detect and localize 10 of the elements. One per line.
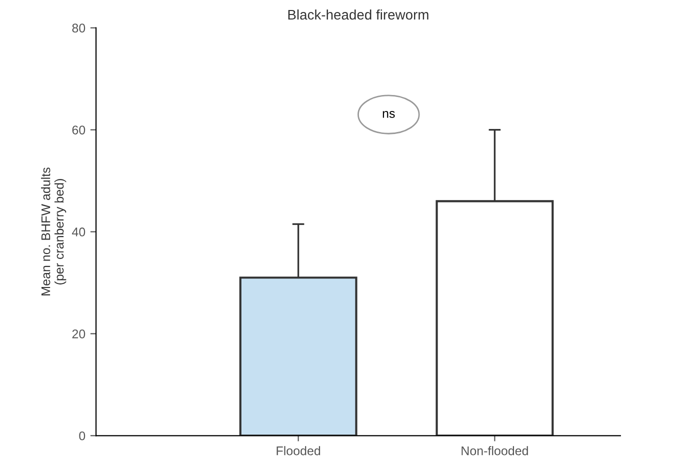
- chart-title: Black-headed fireworm: [288, 9, 428, 20]
- y-axis-title: Mean no. BHFW adults (per cranberry bed): [41, 168, 66, 296]
- y-tick-label: 40: [72, 228, 86, 236]
- x-tick-label: Flooded: [276, 446, 320, 456]
- y-tick-label: 60: [72, 126, 86, 134]
- annotation: ns: [382, 111, 395, 118]
- y-tick-label: 0: [79, 431, 86, 440]
- y-tick-label: 20: [72, 330, 86, 338]
- y-tick-label: 80: [72, 24, 86, 32]
- x-tick-label: Non-flooded: [462, 446, 528, 456]
